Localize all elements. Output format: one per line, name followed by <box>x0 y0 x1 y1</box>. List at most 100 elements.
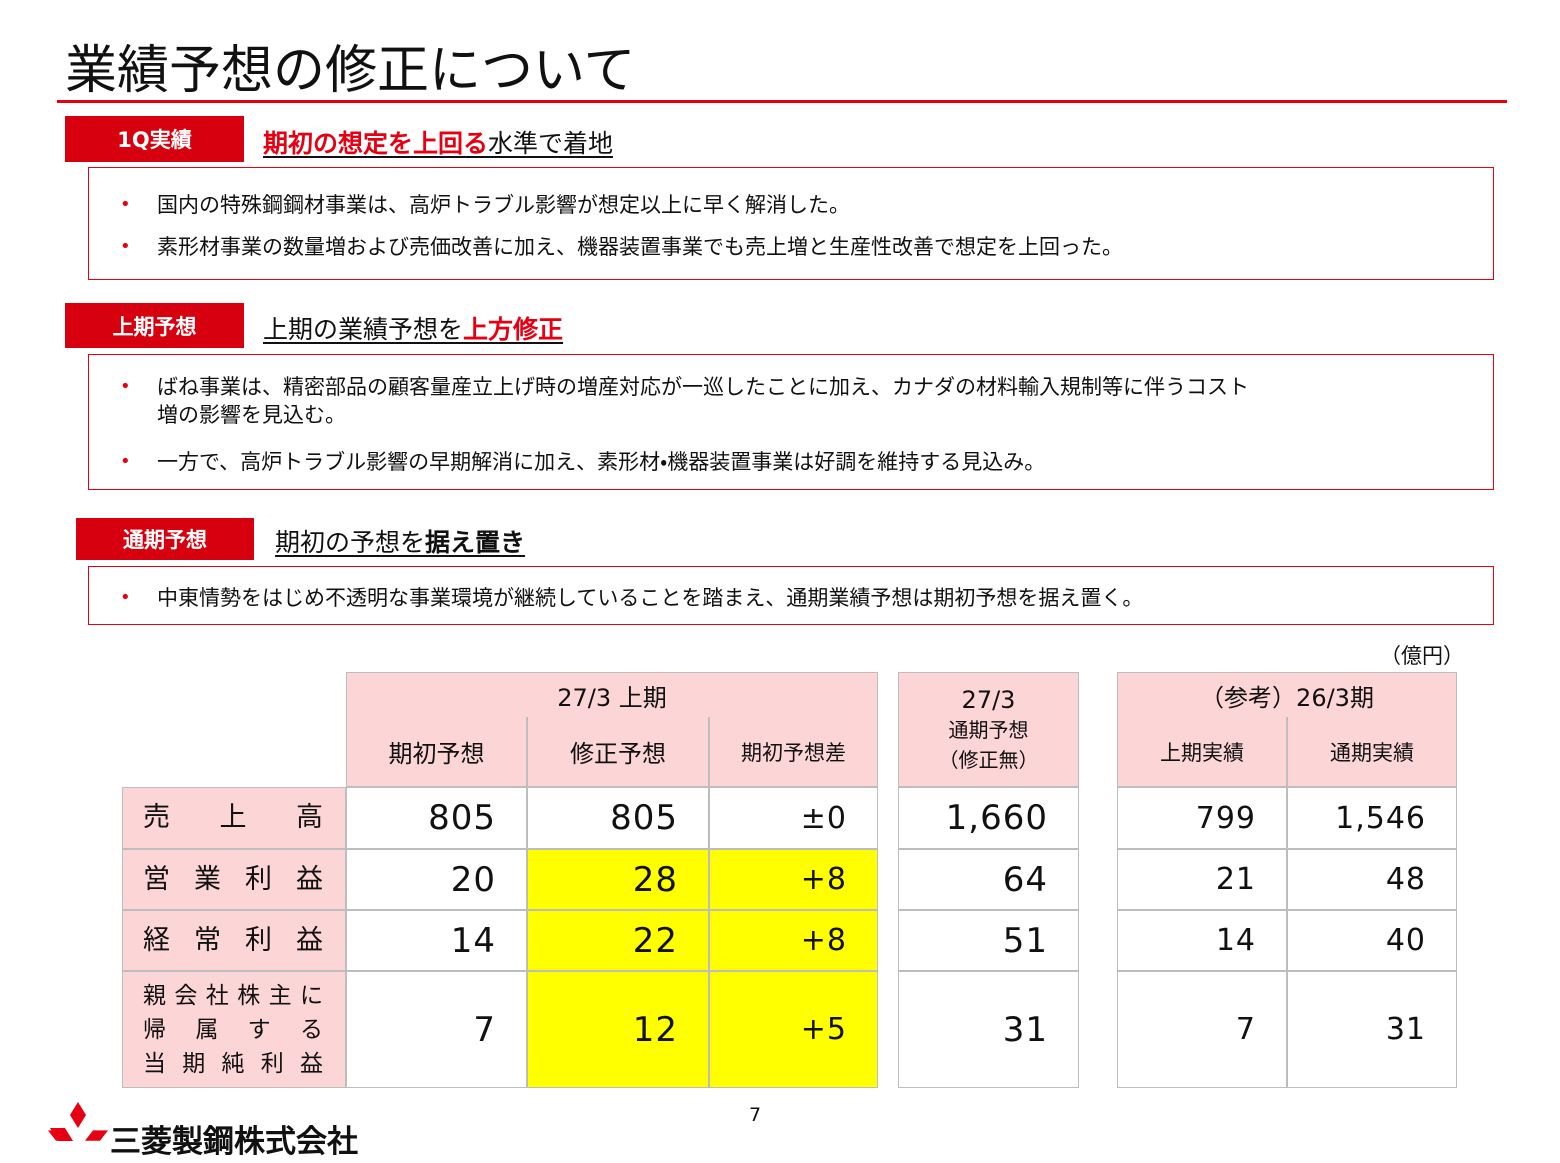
value-cell: 40 <box>1287 910 1457 971</box>
value-cell: 12 <box>527 971 709 1088</box>
cell-value: 21 <box>1215 862 1256 897</box>
value-cell: 805 <box>527 787 709 849</box>
bullet-marker: • <box>120 194 131 215</box>
company-logo <box>48 1102 108 1141</box>
cell-value: 31 <box>1385 1012 1426 1047</box>
value-cell: 31 <box>1287 971 1457 1088</box>
row-header: 売上高 <box>122 787 346 849</box>
headline-text: 水準で着地 <box>488 129 614 158</box>
bullet-marker: • <box>120 236 131 257</box>
value-cell: 48 <box>1287 849 1457 910</box>
column-label: 通期実績 <box>1330 740 1414 765</box>
bullet-marker: • <box>120 376 131 397</box>
group-header: 27/3 上期 <box>346 672 878 717</box>
column-label: 上期実績 <box>1160 740 1244 765</box>
slide-title: 業績予想の修正について <box>65 41 636 101</box>
cell-value: 12 <box>632 1009 678 1050</box>
value-cell: 20 <box>346 849 527 910</box>
value-cell: 64 <box>898 849 1079 910</box>
value-cell: +5 <box>709 971 878 1088</box>
group-label: 27/3 上期 <box>557 683 667 712</box>
section-headline: 上期の業績予想を上方修正 <box>263 310 563 346</box>
group-label: 27/3 <box>961 685 1016 714</box>
company-name: 三菱製鋼株式会社 <box>110 1124 358 1160</box>
value-cell: 14 <box>346 910 527 971</box>
column-header: 通期実績 <box>1287 717 1457 787</box>
bullet-text: 中東情勢をはじめ不透明な事業環境が継続していることを踏まえ、通期業績予想は期初予… <box>157 586 1144 610</box>
row-label: 当期純利益 <box>143 1050 325 1077</box>
row-header: 親会社株主に 帰属する 当期純利益 <box>122 971 346 1088</box>
group-label: （修正無） <box>938 747 1039 772</box>
row-label: 営業利益 <box>143 863 325 895</box>
cell-value: 48 <box>1385 862 1426 897</box>
unit-label: （億円） <box>1380 644 1464 668</box>
column-label: 修正予想 <box>570 740 666 768</box>
section-tag: 1Q実績 <box>65 116 244 162</box>
page-number: 7 <box>749 1104 762 1126</box>
value-cell: +8 <box>709 849 878 910</box>
cell-value: 51 <box>1002 920 1048 961</box>
value-cell: ±0 <box>709 787 878 849</box>
value-cell: 799 <box>1117 787 1287 849</box>
value-cell: 28 <box>527 849 709 910</box>
bullet-text: ばね事業は、精密部品の顧客量産立上げ時の増産対応が一巡したことに加え、カナダの材… <box>157 375 1249 399</box>
cell-value: 7 <box>473 1009 496 1050</box>
value-cell: 7 <box>346 971 527 1088</box>
bullet-text: 国内の特殊鋼鋼材事業は、高炉トラブル影響が想定以上に早く解消した。 <box>157 193 850 217</box>
title-rule <box>57 100 1507 103</box>
row-label: 帰属する <box>143 1016 325 1043</box>
column-label: 期初予想差 <box>741 740 846 765</box>
value-cell: 22 <box>527 910 709 971</box>
headline-emphasis: 据え置き <box>425 528 526 557</box>
bullet-marker: • <box>120 451 131 472</box>
bullet-text: 素形材事業の数量増および売価改善に加え、機器装置事業でも売上増と生産性改善で想定… <box>157 235 1123 259</box>
value-cell: 1,660 <box>898 787 1079 849</box>
bullet-box <box>88 354 1494 490</box>
group-header: （参考）26/3期 <box>1117 672 1457 717</box>
cell-value: +8 <box>800 862 847 897</box>
cell-value: 14 <box>450 920 496 961</box>
row-header: 経常利益 <box>122 910 346 971</box>
cell-value: 1,660 <box>945 798 1048 838</box>
bullet-box <box>88 167 1494 280</box>
cell-value: 28 <box>632 859 678 900</box>
cell-value: 20 <box>450 859 496 900</box>
cell-value: 31 <box>1002 1009 1048 1050</box>
column-header: 修正予想 <box>527 717 709 787</box>
group-label: 通期予想 <box>948 717 1029 742</box>
headline-emphasis: 上方修正 <box>463 315 564 344</box>
cell-value: 64 <box>1002 859 1048 900</box>
cell-value: 40 <box>1385 923 1426 958</box>
cell-value: ±0 <box>800 800 847 836</box>
cell-value: 14 <box>1215 923 1256 958</box>
value-cell: +8 <box>709 910 878 971</box>
cell-value: 1,546 <box>1335 800 1426 836</box>
column-header: 期初予想差 <box>709 717 878 787</box>
headline-text: 上期の業績予想を <box>263 315 464 344</box>
row-header: 営業利益 <box>122 849 346 910</box>
cell-value: 799 <box>1195 800 1256 836</box>
value-cell: 1,546 <box>1287 787 1457 849</box>
headline-text: 期初の予想を <box>275 528 426 557</box>
column-header: 期初予想 <box>346 717 527 787</box>
bullet-marker: • <box>120 587 131 608</box>
value-cell: 14 <box>1117 910 1287 971</box>
cell-value: 805 <box>610 798 678 838</box>
cell-value: +5 <box>800 1012 847 1047</box>
bullet-text: 増の影響を見込む。 <box>157 403 346 427</box>
cell-value: 805 <box>428 798 496 838</box>
value-cell: 21 <box>1117 849 1287 910</box>
value-cell: 51 <box>898 910 1079 971</box>
cell-value: 22 <box>632 920 678 961</box>
value-cell: 805 <box>346 787 527 849</box>
section-tag: 上期予想 <box>65 303 244 348</box>
bullet-text: 一方で、高炉トラブル影響の早期解消に加え、素形材・機器装置事業は好調を維持する見… <box>157 450 1046 474</box>
group-label: （参考）26/3期 <box>1200 683 1374 712</box>
row-label: 経常利益 <box>143 924 325 956</box>
cell-value: 7 <box>1235 1012 1256 1047</box>
section-headline: 期初の想定を上回る水準で着地 <box>263 124 613 160</box>
bullet-box <box>88 566 1494 625</box>
value-cell: 31 <box>898 971 1079 1088</box>
value-cell: 7 <box>1117 971 1287 1088</box>
